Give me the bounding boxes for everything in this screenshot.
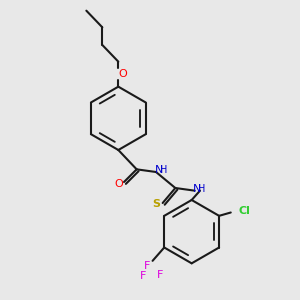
Text: S: S: [153, 199, 161, 209]
Text: N: N: [193, 184, 202, 194]
Text: F: F: [143, 261, 150, 271]
Text: N: N: [154, 165, 163, 175]
Text: O: O: [114, 179, 123, 189]
Text: F: F: [140, 271, 147, 281]
Text: O: O: [118, 69, 127, 79]
Text: F: F: [157, 270, 163, 280]
Text: Cl: Cl: [238, 206, 250, 216]
Text: H: H: [198, 184, 206, 194]
Text: H: H: [160, 165, 167, 175]
